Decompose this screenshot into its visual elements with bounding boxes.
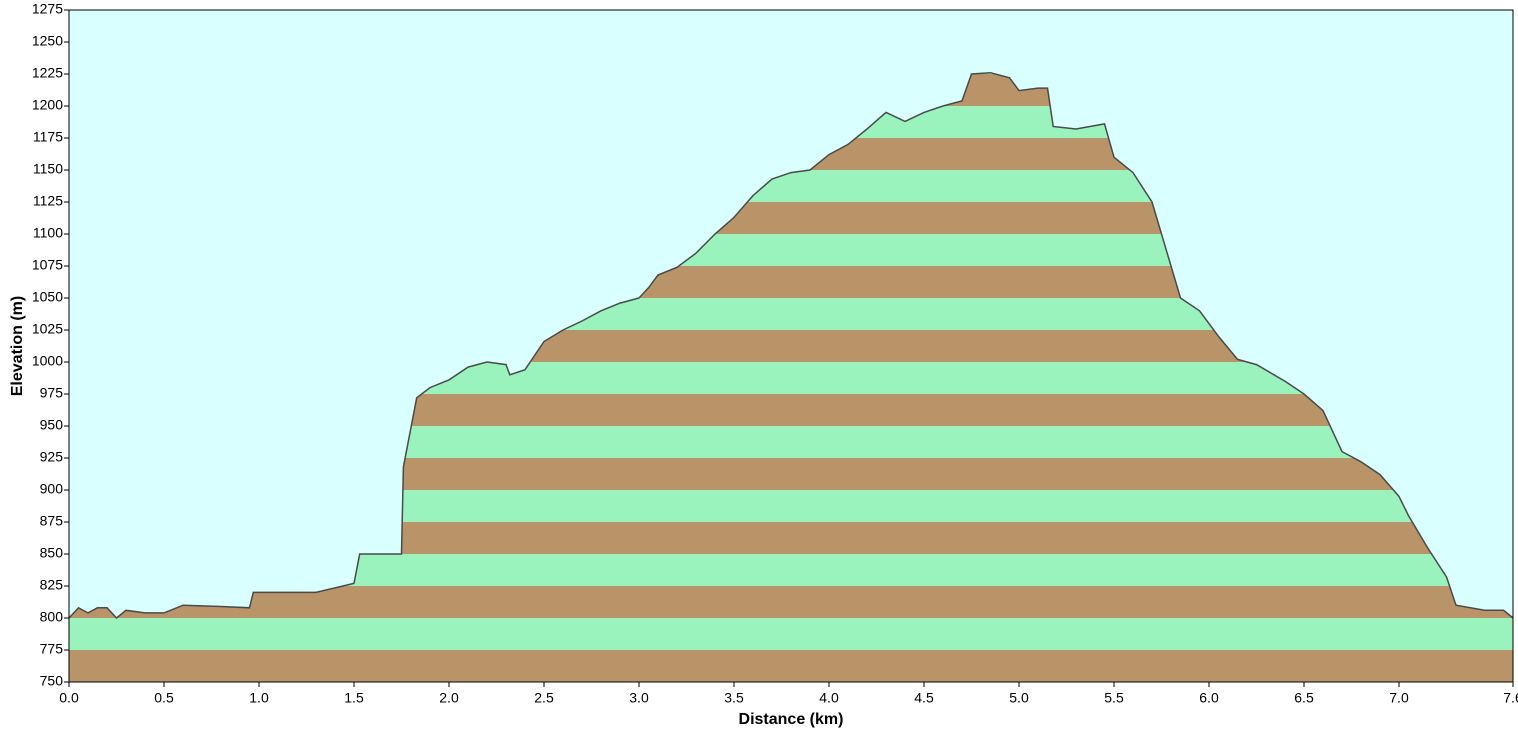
x-tick-label: 7.6 xyxy=(1503,690,1518,706)
x-tick-label: 0.5 xyxy=(154,690,174,706)
y-tick-label: 1175 xyxy=(33,129,63,145)
elevation-band xyxy=(69,650,1513,682)
plot-border xyxy=(68,9,1514,683)
x-tick-label: 0.0 xyxy=(59,690,79,706)
y-tick-label: 1075 xyxy=(32,257,63,273)
y-tick-label: 900 xyxy=(40,481,64,497)
y-tick-label: 1250 xyxy=(32,33,63,49)
y-tick-label: 775 xyxy=(40,641,64,657)
x-tick-label: 3.0 xyxy=(629,690,649,706)
y-tick-label: 1100 xyxy=(33,225,63,241)
x-tick-label: 2.0 xyxy=(439,690,459,706)
elevation-band xyxy=(69,618,1513,650)
y-tick-label: 1050 xyxy=(32,289,63,305)
x-tick-label: 6.0 xyxy=(1199,690,1219,706)
y-tick-label: 1225 xyxy=(32,65,63,81)
x-tick-label: 5.5 xyxy=(1104,690,1124,706)
y-tick-label: 925 xyxy=(40,449,64,465)
x-tick-label: 7.0 xyxy=(1389,690,1409,706)
x-tick-label: 2.5 xyxy=(534,690,554,706)
y-tick-label: 1125 xyxy=(33,193,63,209)
y-tick-label: 1000 xyxy=(32,353,63,369)
x-axis-title: Distance (km) xyxy=(739,711,844,728)
y-tick-label: 875 xyxy=(40,513,64,529)
y-axis-title: Elevation (m) xyxy=(9,296,26,396)
y-tick-label: 950 xyxy=(40,417,64,433)
x-tick-label: 5.0 xyxy=(1009,690,1029,706)
y-tick-label: 825 xyxy=(40,577,64,593)
x-tick-label: 4.0 xyxy=(819,690,839,706)
x-tick-label: 1.5 xyxy=(344,690,364,706)
x-tick-label: 6.5 xyxy=(1294,690,1314,706)
y-tick-label: 1025 xyxy=(32,321,63,337)
x-tick-label: 3.5 xyxy=(724,690,744,706)
elevation-line xyxy=(68,71,1514,620)
y-tick-label: 1275 xyxy=(32,1,63,17)
y-tick-label: 850 xyxy=(40,545,64,561)
y-tick-label: 1200 xyxy=(32,97,63,113)
x-tick-label: 1.0 xyxy=(249,690,269,706)
y-tick-label: 975 xyxy=(40,385,64,401)
y-tick-label: 1150 xyxy=(33,161,63,177)
y-tick-label: 800 xyxy=(40,609,64,625)
x-tick-label: 4.5 xyxy=(914,690,934,706)
y-tick-label: 750 xyxy=(40,673,64,689)
